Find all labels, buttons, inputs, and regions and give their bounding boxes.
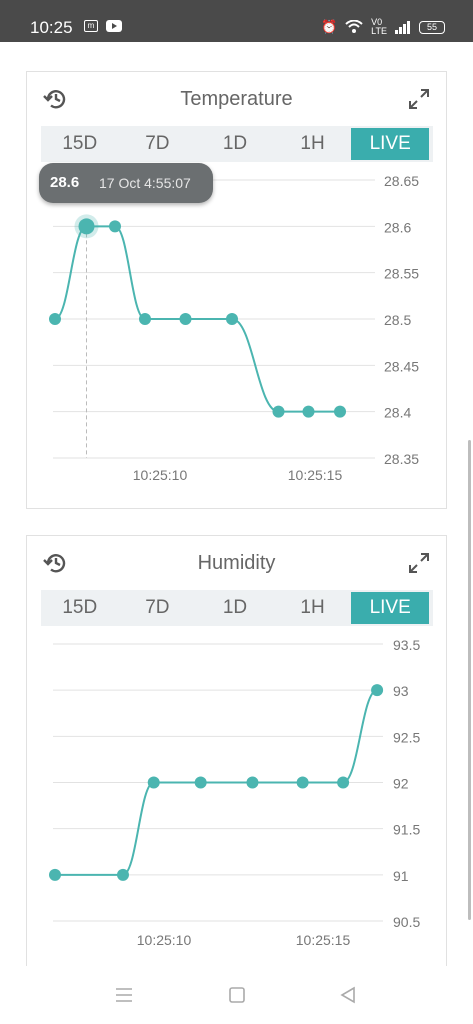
y-tick-label: 92.5 xyxy=(393,729,420,745)
data-point[interactable] xyxy=(337,776,350,789)
humidity-card: Humidity 15D 7D 1D 1H LIVE 93.5 93 92.5 92 9… xyxy=(26,535,447,967)
youtube-icon xyxy=(106,20,122,32)
home-icon[interactable] xyxy=(228,986,246,1004)
y-tick-label: 28.5 xyxy=(384,312,411,328)
tab-15d[interactable]: 15D xyxy=(62,597,98,618)
volte-icon: V0 LTE xyxy=(371,17,387,36)
back-icon[interactable] xyxy=(338,986,358,1004)
data-point[interactable] xyxy=(147,776,160,789)
x-tick-label: 10:25:10 xyxy=(137,932,192,948)
navigation-bar xyxy=(0,966,473,1024)
data-point[interactable] xyxy=(272,405,285,418)
data-point[interactable] xyxy=(334,405,346,418)
tab-15d[interactable]: 15D xyxy=(62,133,98,154)
humidity-chart: 93.5 93 92.5 92 91.5 91 90.5 10:25:10 10:25:15 xyxy=(49,637,420,948)
y-tick-label: 28.65 xyxy=(384,173,419,189)
history-icon[interactable] xyxy=(43,86,69,112)
data-point[interactable] xyxy=(302,405,315,418)
alarm-icon: ⏰ xyxy=(320,19,338,34)
tab-1h[interactable]: 1H xyxy=(300,597,325,618)
x-tick-label: 10:25:10 xyxy=(133,467,188,483)
y-tick-label: 93.5 xyxy=(393,637,420,653)
tab-7d[interactable]: 7D xyxy=(145,597,170,618)
tab-1d[interactable]: 1D xyxy=(222,133,248,154)
chart-tooltip: 28.6 17 Oct 4:55:07 xyxy=(39,163,213,203)
humidity-range-tabs: 15D 7D 1D 1H LIVE xyxy=(41,590,433,626)
tab-live[interactable]: LIVE xyxy=(351,128,429,160)
data-point[interactable] xyxy=(49,313,61,325)
y-tick-label: 92 xyxy=(393,776,409,792)
signal-icon xyxy=(395,20,410,34)
tooltip-value: 28.6 xyxy=(50,174,80,191)
y-tick-label: 91.5 xyxy=(393,822,420,838)
battery-icon: 55 xyxy=(419,20,445,34)
data-point[interactable] xyxy=(371,684,384,697)
data-point[interactable] xyxy=(296,776,309,789)
data-point[interactable] xyxy=(109,220,121,233)
y-tick-label: 28.35 xyxy=(384,451,419,467)
data-point[interactable] xyxy=(226,313,238,325)
data-point[interactable] xyxy=(116,868,129,881)
tab-live[interactable]: LIVE xyxy=(351,592,429,624)
x-tick-label: 10:25:15 xyxy=(288,467,343,483)
y-tick-label: 28.55 xyxy=(384,266,419,282)
history-icon[interactable] xyxy=(43,550,69,576)
y-tick-label: 90.5 xyxy=(393,914,420,930)
menu-icon[interactable] xyxy=(114,986,134,1004)
y-tick-label: 28.4 xyxy=(384,405,411,421)
tooltip-time: 17 Oct 4:55:07 xyxy=(99,175,191,191)
y-tick-label: 28.45 xyxy=(384,358,419,374)
data-point[interactable] xyxy=(139,313,151,325)
humidity-title: Humidity xyxy=(197,552,276,574)
temperature-title: Temperature xyxy=(180,88,293,110)
temperature-chart: 28.65 28.6 28.55 28.5 28.45 28.4 28.35 10:25:10… xyxy=(49,173,419,483)
y-tick-label: 91 xyxy=(393,868,409,884)
messenger-icon: m xyxy=(84,20,98,32)
data-point[interactable] xyxy=(78,218,95,235)
status-bar: 10:25 m ⏰ V0 LTE 55 xyxy=(0,0,473,42)
tab-7d[interactable]: 7D xyxy=(145,133,170,154)
temperature-card: Temperature 15D 7D 1D 1H LIVE 28.65 28.6 2… xyxy=(26,71,447,509)
expand-icon[interactable] xyxy=(408,88,430,110)
status-time: 10:25 xyxy=(30,18,73,37)
data-point[interactable] xyxy=(49,868,61,881)
data-point[interactable] xyxy=(194,776,207,789)
y-tick-label: 28.6 xyxy=(384,219,411,235)
scrollbar[interactable] xyxy=(468,440,471,920)
x-tick-label: 10:25:15 xyxy=(296,932,351,948)
expand-icon[interactable] xyxy=(408,552,430,574)
tab-1d[interactable]: 1D xyxy=(222,597,248,618)
temperature-range-tabs: 15D 7D 1D 1H LIVE xyxy=(41,126,433,162)
data-point[interactable] xyxy=(179,313,192,325)
wifi-icon xyxy=(345,20,363,33)
tab-1h[interactable]: 1H xyxy=(300,133,325,154)
data-point[interactable] xyxy=(246,776,259,789)
y-tick-label: 93 xyxy=(393,683,409,699)
